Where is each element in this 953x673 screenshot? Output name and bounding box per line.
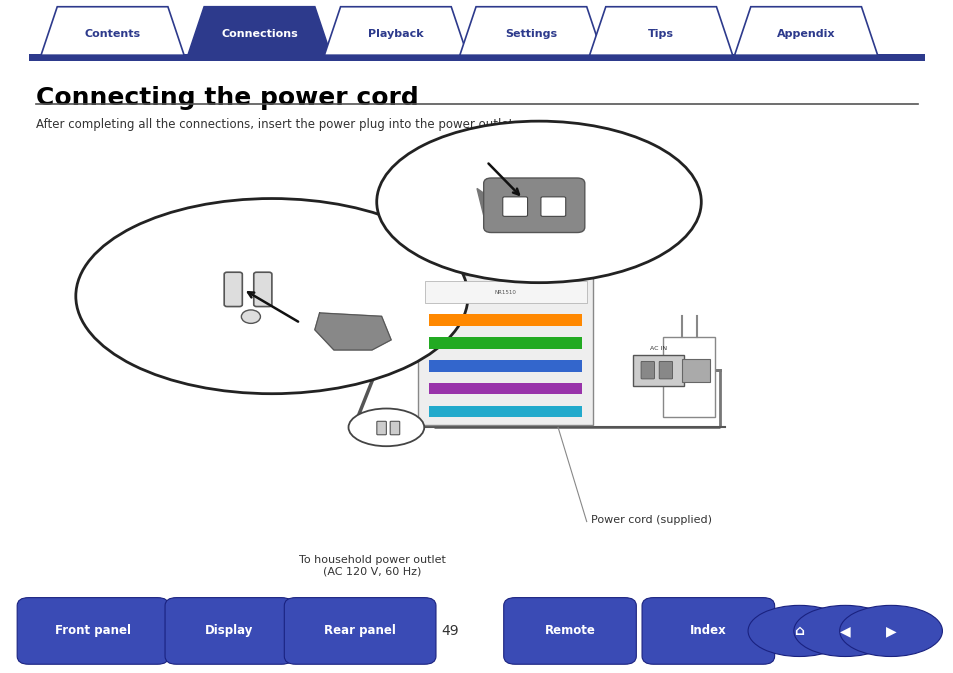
Ellipse shape [75,199,468,394]
FancyBboxPatch shape [224,272,242,306]
Text: Connecting the power cord: Connecting the power cord [36,86,418,110]
Text: Playback: Playback [368,29,423,39]
FancyBboxPatch shape [429,291,581,304]
Text: Display: Display [205,625,253,637]
FancyBboxPatch shape [29,54,924,61]
FancyBboxPatch shape [429,406,581,417]
Text: Rear panel: Rear panel [324,625,395,637]
FancyBboxPatch shape [17,598,169,664]
FancyBboxPatch shape [632,355,683,386]
Polygon shape [41,7,184,55]
Text: Connections: Connections [221,29,297,39]
FancyBboxPatch shape [483,178,584,233]
Text: ◀: ◀ [839,624,850,638]
FancyBboxPatch shape [540,197,565,217]
Text: ▶: ▶ [884,624,896,638]
FancyBboxPatch shape [640,361,654,379]
Text: Settings: Settings [505,29,557,39]
FancyBboxPatch shape [429,360,581,371]
Text: Tips: Tips [647,29,674,39]
Text: Power cord (supplied): Power cord (supplied) [591,515,712,525]
FancyBboxPatch shape [502,197,527,217]
FancyBboxPatch shape [429,314,581,326]
Text: To household power outlet
(AC 120 V, 60 Hz): To household power outlet (AC 120 V, 60 … [298,555,445,577]
FancyBboxPatch shape [165,598,293,664]
Text: AC IN: AC IN [649,346,666,351]
Text: NR1510: NR1510 [495,289,516,295]
Polygon shape [734,7,877,55]
Text: Remote: Remote [544,625,595,637]
Ellipse shape [348,409,424,446]
FancyBboxPatch shape [390,421,399,435]
Ellipse shape [747,606,850,657]
Polygon shape [589,7,732,55]
FancyBboxPatch shape [503,598,636,664]
Text: Appendix: Appendix [776,29,835,39]
FancyBboxPatch shape [662,336,715,417]
FancyBboxPatch shape [641,598,774,664]
Text: Index: Index [689,625,726,637]
FancyBboxPatch shape [417,275,593,425]
Polygon shape [314,313,391,350]
FancyBboxPatch shape [659,361,672,379]
Text: After completing all the connections, insert the power plug into the power outle: After completing all the connections, in… [36,118,517,131]
Ellipse shape [376,121,700,283]
Text: Contents: Contents [85,29,140,39]
Ellipse shape [839,606,942,657]
Polygon shape [324,7,467,55]
FancyBboxPatch shape [429,383,581,394]
Polygon shape [476,188,491,219]
FancyBboxPatch shape [681,359,709,382]
FancyBboxPatch shape [253,272,272,306]
FancyBboxPatch shape [284,598,436,664]
Text: ⌂: ⌂ [794,624,803,638]
Circle shape [241,310,260,323]
Ellipse shape [793,606,896,657]
FancyBboxPatch shape [429,337,581,349]
FancyBboxPatch shape [424,281,586,303]
Text: Front panel: Front panel [55,625,131,637]
Text: 49: 49 [441,624,458,637]
Polygon shape [188,7,331,55]
FancyBboxPatch shape [376,421,386,435]
Polygon shape [459,7,602,55]
